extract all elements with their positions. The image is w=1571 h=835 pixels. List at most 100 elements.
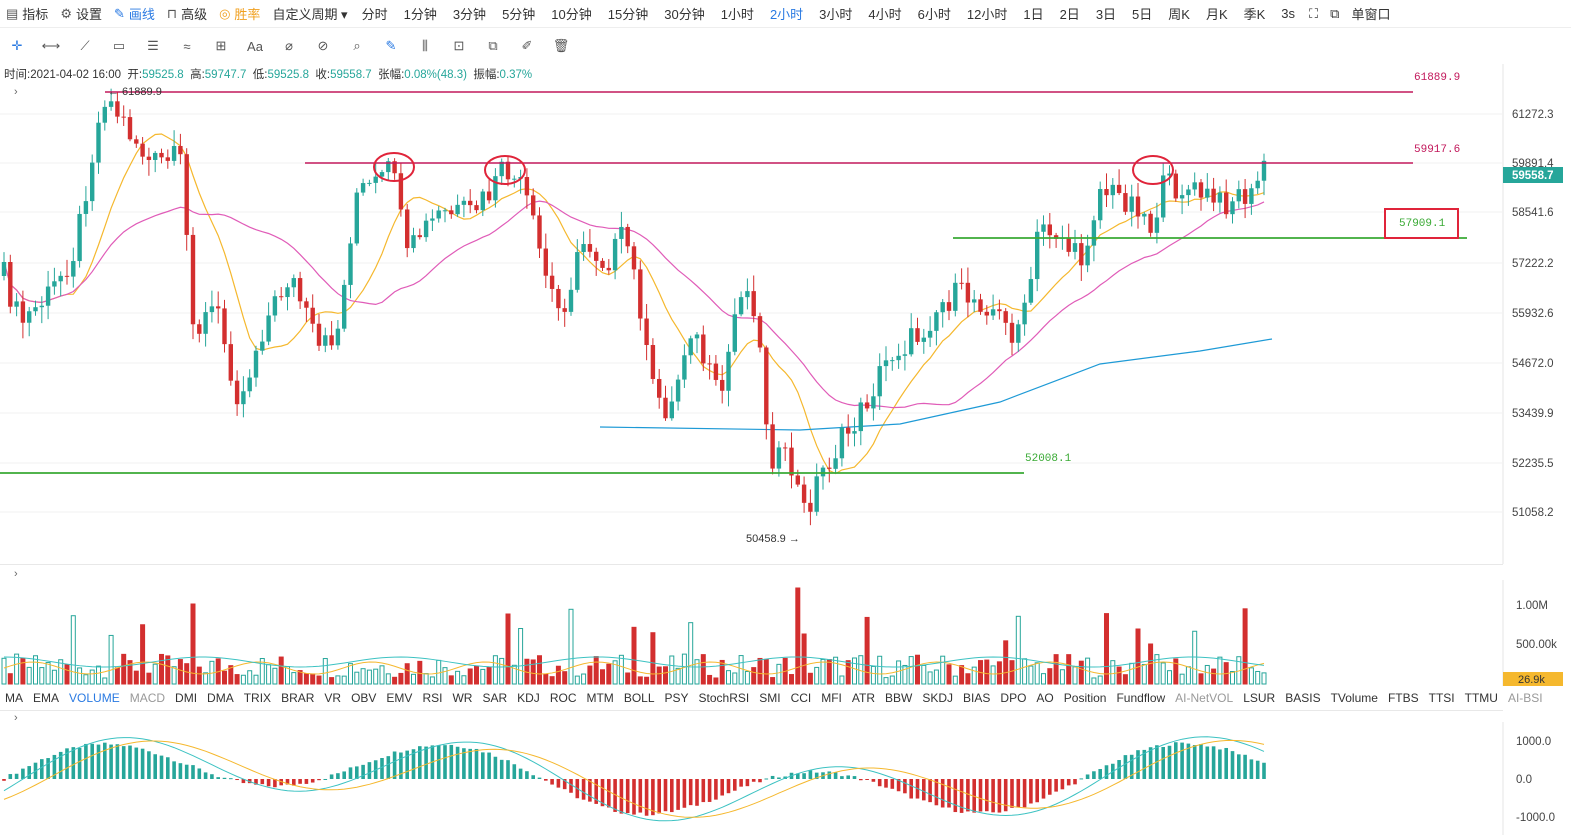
magnet-icon[interactable]: ⊘ xyxy=(317,38,329,53)
price-chart[interactable]: 61889.9 ← 61889.9 59917.6 57909.1 52008.1 504… xyxy=(0,64,1571,564)
indicator-tab-obv[interactable]: OBV xyxy=(351,691,377,705)
period-18[interactable]: 月K xyxy=(1205,7,1228,22)
indicator-tab-vr[interactable]: VR xyxy=(324,691,342,705)
edit-icon[interactable]: ✐ xyxy=(521,38,533,53)
period-4[interactable]: 10分钟 xyxy=(551,7,592,22)
parallel-channel-icon[interactable]: ☰ xyxy=(147,38,159,53)
indicator-tab-ao[interactable]: AO xyxy=(1036,691,1054,705)
fullscreen-icon[interactable]: ⛶ xyxy=(1309,5,1319,21)
indicator-tab-dmi[interactable]: DMI xyxy=(175,691,198,705)
indicator-tab-ttsi[interactable]: TTSI xyxy=(1428,691,1455,705)
indicator-tab-macd[interactable]: MACD xyxy=(129,691,166,705)
period-2[interactable]: 3分钟 xyxy=(452,7,487,22)
period-9[interactable]: 3小时 xyxy=(819,7,853,22)
trend-line-icon[interactable]: ⟋ xyxy=(80,38,90,53)
period-15[interactable]: 3日 xyxy=(1095,7,1117,22)
toolbar-item-2[interactable]: ✎ 画线 xyxy=(108,0,161,28)
period-19[interactable]: 季K xyxy=(1243,7,1266,22)
indicator-tab-position[interactable]: Position xyxy=(1063,691,1107,705)
indicator-tab-rsi[interactable]: RSI xyxy=(422,691,443,705)
period-12[interactable]: 12小时 xyxy=(966,7,1008,22)
indicator-tab-brar[interactable]: BRAR xyxy=(281,691,315,705)
indicator-tab-mfi[interactable]: MFI xyxy=(821,691,842,705)
period-17[interactable]: 周K xyxy=(1168,7,1190,22)
indicator-tab-mtm[interactable]: MTM xyxy=(586,691,614,705)
bars-icon[interactable]: ⫼ xyxy=(422,38,428,53)
toolbar-item-4[interactable]: ◎ 胜率 xyxy=(213,0,266,28)
horizontal-line-icon[interactable]: ⟷ xyxy=(41,38,61,53)
gear-icon: ⚙ xyxy=(60,5,72,21)
indicator-tab-stochrsi[interactable]: StochRSI xyxy=(698,691,750,705)
macd-chevron-icon[interactable]: › xyxy=(14,712,18,724)
candle-body xyxy=(1173,173,1178,199)
indicator-tab-ttmu[interactable]: TTMU xyxy=(1464,691,1498,705)
indicator-tab-boll[interactable]: BOLL xyxy=(623,691,655,705)
indicator-tab-atr[interactable]: ATR xyxy=(851,691,876,705)
indicator-tab-basis[interactable]: BASIS xyxy=(1285,691,1321,705)
rectangle-icon[interactable]: ▭ xyxy=(112,38,126,53)
indicator-tab-lsur[interactable]: LSUR xyxy=(1243,691,1276,705)
period-14[interactable]: 2日 xyxy=(1059,7,1080,22)
volume-bar xyxy=(801,633,807,685)
indicator-tab-ema[interactable]: EMA xyxy=(33,691,60,705)
indicator-tab-smi[interactable]: SMI xyxy=(759,691,781,705)
indicator-tab-sar[interactable]: SAR xyxy=(482,691,508,705)
toolbar-item-0[interactable]: ▤ 指标 xyxy=(0,0,54,28)
macd-histogram-bar xyxy=(487,752,491,779)
trash-icon[interactable]: 🗑 xyxy=(552,38,570,53)
indicator-tab-dpo[interactable]: DPO xyxy=(1000,691,1027,705)
indicator-tab-emv[interactable]: EMV xyxy=(386,691,413,705)
indicator-tab-fundflow[interactable]: Fundflow xyxy=(1116,691,1166,705)
measure-icon[interactable]: ⊞ xyxy=(215,38,227,53)
indicator-tab-tvolume[interactable]: TVolume xyxy=(1330,691,1378,705)
volume-chevron-icon[interactable]: › xyxy=(14,568,18,580)
ruler-icon[interactable]: ⌕ xyxy=(353,38,361,53)
indicator-tab-ma[interactable]: MA xyxy=(5,691,23,705)
indicator-tab-trix[interactable]: TRIX xyxy=(243,691,272,705)
indicator-tab-ai-netvol[interactable]: AI-NetVOL xyxy=(1175,691,1234,705)
period-11[interactable]: 6小时 xyxy=(917,7,951,22)
period-5[interactable]: 15分钟 xyxy=(607,7,649,22)
candle-body xyxy=(197,324,202,334)
indicator-tab-kdj[interactable]: KDJ xyxy=(517,691,540,705)
indicator-tab-dma[interactable]: DMA xyxy=(207,691,234,705)
fibonacci-icon[interactable]: ≈ xyxy=(183,38,191,54)
indicator-tab-wr[interactable]: WR xyxy=(452,691,473,705)
eraser-icon[interactable]: ⌀ xyxy=(285,38,293,53)
indicator-tab-cci[interactable]: CCI xyxy=(790,691,812,705)
period-10[interactable]: 4小时 xyxy=(868,7,902,22)
indicator-tab-psy[interactable]: PSY xyxy=(664,691,689,705)
candle-body xyxy=(990,309,996,316)
volume-bar xyxy=(379,665,385,685)
toolbar-item-3[interactable]: ⊓ 高级 xyxy=(161,0,213,28)
copy-icon[interactable]: ⧉ xyxy=(488,38,498,53)
period-20[interactable]: 3s xyxy=(1281,6,1296,21)
period-3[interactable]: 5分钟 xyxy=(502,7,536,22)
toolbar-item-1[interactable]: ⚙ 设置 xyxy=(54,0,108,28)
crosshair-icon[interactable]: ✛ xyxy=(11,38,23,53)
brush-icon[interactable]: ✎ xyxy=(385,38,397,53)
indicator-tab-volume[interactable]: VOLUME xyxy=(69,691,120,705)
indicator-tab-bias[interactable]: BIAS xyxy=(963,691,991,705)
popout-icon[interactable]: ⧉ xyxy=(1330,5,1340,21)
period-8[interactable]: 2小时 xyxy=(769,7,804,22)
volume-bar xyxy=(959,665,965,685)
candle-body xyxy=(833,458,838,469)
indicator-tab-skdj[interactable]: SKDJ xyxy=(922,691,954,705)
indicator-tab-ai-bsi[interactable]: AI-BSI xyxy=(1507,691,1543,705)
period-6[interactable]: 30分钟 xyxy=(664,7,705,22)
period-13[interactable]: 1日 xyxy=(1023,7,1044,22)
period-16[interactable]: 5日 xyxy=(1132,7,1153,22)
candle-body xyxy=(814,476,819,512)
indicator-tab-ftbs[interactable]: FTBS xyxy=(1387,691,1419,705)
period-0[interactable]: 分时 xyxy=(361,7,388,22)
period-7[interactable]: 1小时 xyxy=(720,7,754,22)
indicator-tab-bbw[interactable]: BBW xyxy=(885,691,913,705)
indicator-tab-roc[interactable]: ROC xyxy=(549,691,577,705)
collapse-chevron-icon[interactable]: › xyxy=(14,86,18,98)
text-tool-icon[interactable]: Aa xyxy=(247,38,263,54)
period-1[interactable]: 1分钟 xyxy=(403,7,437,22)
lock-icon[interactable]: ⊡ xyxy=(453,38,465,53)
window-mode-button[interactable]: 单窗口 xyxy=(1351,7,1391,22)
toolbar-item-5[interactable]: 自定义周期 ▾ xyxy=(266,0,353,28)
